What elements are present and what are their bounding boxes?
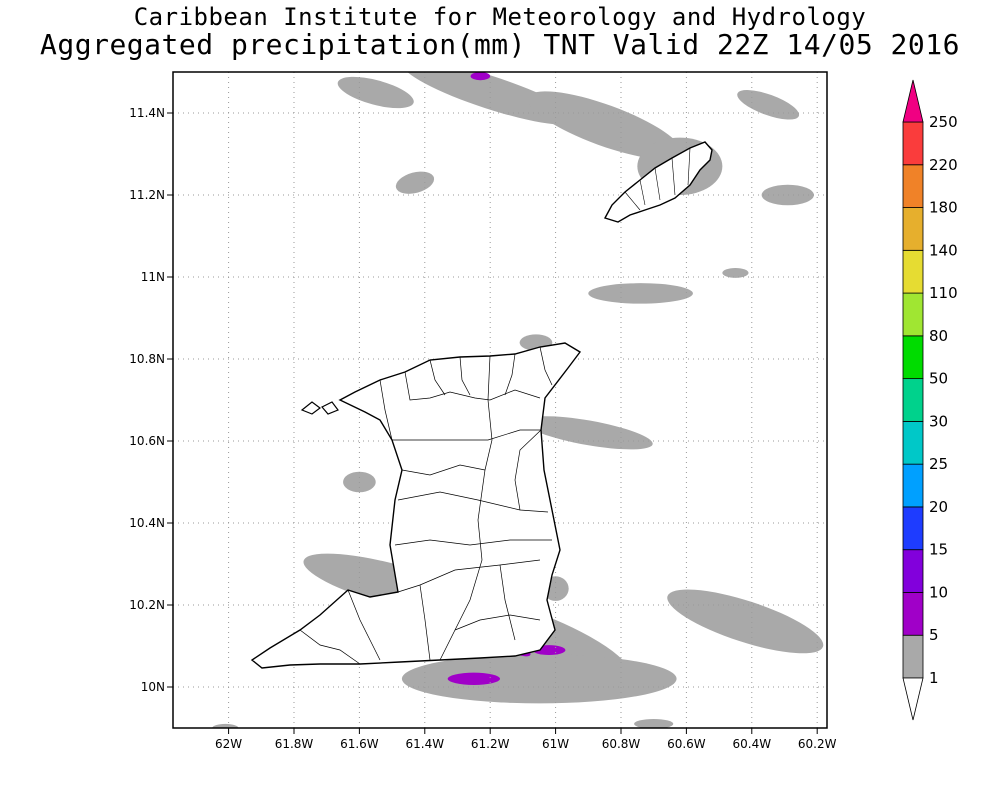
precip-area-16 bbox=[401, 654, 677, 704]
colorbar-label: 80 bbox=[929, 327, 948, 345]
colorbar-box-2 bbox=[902, 549, 924, 593]
precip-area-7 bbox=[395, 171, 435, 194]
x-tick-label: 60.4W bbox=[732, 737, 771, 751]
y-tick-label: 11N bbox=[141, 270, 165, 284]
colorbar-box-4 bbox=[902, 463, 924, 508]
colorbar-box-8 bbox=[902, 292, 924, 337]
coastline-layer bbox=[250, 141, 713, 669]
plot-frame bbox=[172, 71, 828, 729]
colorbar-box-3 bbox=[902, 506, 924, 551]
precip-area-23 bbox=[470, 72, 491, 81]
colorbar-box-9 bbox=[902, 249, 924, 294]
tobago-island bbox=[603, 141, 713, 223]
colorbar-label: 30 bbox=[929, 412, 948, 430]
colorbar-box-10 bbox=[902, 207, 924, 251]
colorbar-label: 5 bbox=[929, 626, 939, 644]
administrative-boundaries bbox=[299, 346, 553, 665]
colorbar-box-11 bbox=[902, 164, 924, 208]
map-title: Caribbean Institute for Meteorology and … bbox=[133, 3, 867, 31]
colorbar-box-5 bbox=[902, 420, 924, 465]
y-tick-label: 10.8N bbox=[129, 352, 165, 366]
y-tick-label: 11.4N bbox=[129, 106, 165, 120]
tobago-boundaries bbox=[624, 147, 691, 211]
colorbar-box-6 bbox=[902, 378, 924, 422]
colorbar-box-0 bbox=[902, 634, 924, 679]
precip-area-18 bbox=[667, 589, 824, 654]
bocas-islands bbox=[300, 401, 339, 415]
colorbar-bottom-arrow bbox=[902, 677, 924, 721]
colorbar-box-12 bbox=[902, 121, 924, 166]
colorbar-label: 1 bbox=[929, 669, 939, 687]
y-tick-label: 10N bbox=[141, 680, 165, 694]
x-tick-label: 61.2W bbox=[471, 737, 510, 751]
precip-area-19 bbox=[634, 718, 674, 728]
colorbar-label: 25 bbox=[929, 455, 948, 473]
precip-area-10 bbox=[523, 416, 653, 450]
colorbar-top-arrow bbox=[902, 79, 924, 123]
colorbar-label: 220 bbox=[929, 156, 958, 174]
x-tick-label: 62W bbox=[215, 737, 242, 751]
x-tick-label: 60.6W bbox=[667, 737, 706, 751]
colorbar-box-1 bbox=[902, 592, 924, 636]
precip-area-8 bbox=[722, 267, 749, 278]
precip-area-2 bbox=[337, 76, 414, 109]
grid-lines bbox=[173, 72, 827, 728]
x-tick-label: 61.8W bbox=[275, 737, 314, 751]
trinidad-island bbox=[250, 342, 582, 669]
colorbar-label: 20 bbox=[929, 498, 948, 516]
x-tick-label: 60.2W bbox=[798, 737, 837, 751]
y-tick-label: 10.6N bbox=[129, 434, 165, 448]
y-tick-label: 10.4N bbox=[129, 516, 165, 530]
precip-area-6 bbox=[737, 90, 800, 120]
colorbar-label: 180 bbox=[929, 199, 958, 217]
colorbar-label: 110 bbox=[929, 284, 958, 302]
precip-area-1 bbox=[527, 91, 682, 160]
x-tick-label: 61.4W bbox=[405, 737, 444, 751]
y-tick-label: 11.2N bbox=[129, 188, 165, 202]
colorbar-label: 250 bbox=[929, 113, 958, 131]
precip-area-4 bbox=[588, 283, 693, 304]
precip-area-20 bbox=[212, 723, 239, 728]
colorbar-box-7 bbox=[902, 335, 924, 380]
axis-ticks: 62W 61.8W 61.6W 61.4W 61.2W 61W 60.8W 60.6W 60.4… bbox=[129, 106, 836, 751]
precip-area-22 bbox=[447, 672, 500, 685]
colorbar-label: 140 bbox=[929, 241, 958, 259]
colorbar-label: 10 bbox=[929, 583, 948, 601]
x-tick-label: 60.8W bbox=[602, 737, 641, 751]
colorbar-label: 50 bbox=[929, 370, 948, 388]
precip-area-5 bbox=[761, 184, 814, 206]
x-tick-label: 61W bbox=[542, 737, 569, 751]
map-subtitle: Aggregated precipitation(mm) TNT Valid 2… bbox=[40, 28, 960, 61]
x-tick-label: 61.6W bbox=[340, 737, 379, 751]
colorbar-label: 15 bbox=[929, 541, 948, 559]
y-tick-label: 10.2N bbox=[129, 598, 165, 612]
